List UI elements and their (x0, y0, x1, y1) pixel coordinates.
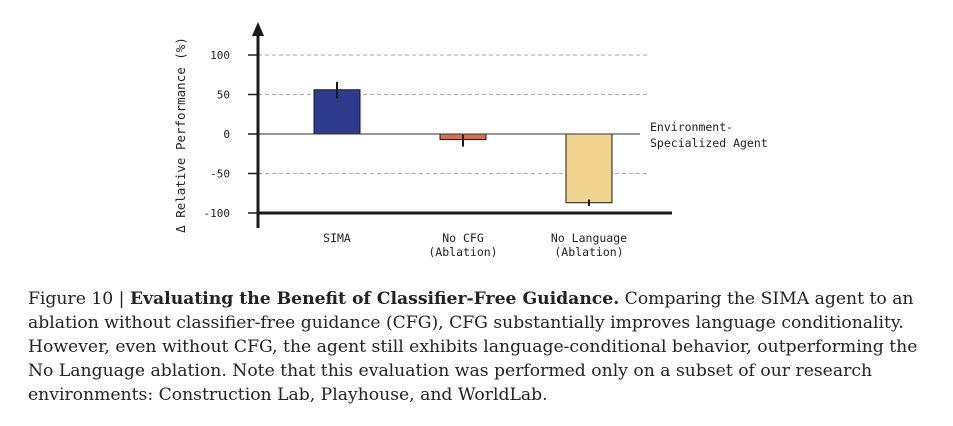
bar-chart: 100 50 0 -50 -100 Δ Relative Performance (%) S… (173, 22, 768, 259)
category-label: No CFG (442, 231, 484, 245)
caption-body: Comparing the SIMA agent to an ablation … (28, 289, 918, 405)
bars (313, 81, 613, 206)
labels: 100 50 0 -50 -100 Δ Relative Performance (%) S… (173, 37, 768, 259)
reference-line-label: Specialized Agent (650, 136, 768, 150)
category-label: (Ablation) (428, 245, 497, 259)
category-label: SIMA (323, 231, 351, 245)
y-axis-title: Δ Relative Performance (%) (173, 37, 188, 233)
figure-caption: Figure 10 | Evaluating the Benefit of Cl… (28, 287, 933, 407)
category-label: (Ablation) (554, 245, 623, 259)
y-tick-label: 100 (210, 49, 230, 62)
y-tick-label: -100 (204, 207, 231, 220)
y-tick-label: 0 (223, 128, 230, 141)
axes (248, 22, 672, 228)
bar (565, 133, 613, 204)
category-label: No Language (551, 231, 627, 245)
reference-line-label: Environment- (650, 120, 733, 134)
caption-title: Evaluating the Benefit of Classifier-Fre… (129, 289, 620, 309)
y-tick-label: 50 (217, 89, 230, 102)
y-tick-label: -50 (210, 168, 230, 181)
y-axis-arrow (252, 22, 264, 36)
caption-prefix: Figure 10 | (28, 289, 130, 309)
